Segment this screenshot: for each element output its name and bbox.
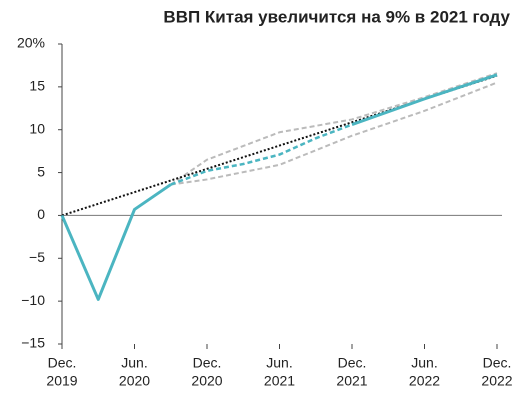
x-tick-label: 2022 bbox=[409, 373, 440, 389]
line bbox=[60, 183, 172, 301]
x-tick-label: 2021 bbox=[336, 373, 367, 389]
x-tick-label: 2022 bbox=[481, 373, 512, 389]
x-tick-label: Dec. bbox=[48, 355, 77, 371]
y-tick-label: −10 bbox=[21, 292, 45, 308]
y-tick-label: 15 bbox=[29, 78, 45, 94]
x-tick-label: Dec. bbox=[338, 355, 367, 371]
x-tick-label: 2020 bbox=[119, 373, 150, 389]
chart-title: ВВП Китая увеличится на 9% в 2021 году bbox=[163, 7, 510, 26]
x-tick-label: Jun. bbox=[121, 355, 147, 371]
y-tick-label: 10 bbox=[29, 120, 45, 136]
x-tick-label: Jun. bbox=[266, 355, 292, 371]
x-tick-label: 2019 bbox=[46, 373, 77, 389]
x-tick-label: 2020 bbox=[191, 373, 222, 389]
x-tick-label: Jun. bbox=[411, 355, 437, 371]
x-tick-label: 2021 bbox=[264, 373, 295, 389]
y-tick-label: 20% bbox=[17, 35, 45, 51]
line bbox=[351, 73, 498, 126]
x-tick-label: Dec. bbox=[193, 355, 222, 371]
y-tick-label: 5 bbox=[37, 163, 45, 179]
x-tick-label: Dec. bbox=[483, 355, 512, 371]
y-tick-label: 0 bbox=[37, 206, 45, 222]
y-tick-label: −15 bbox=[21, 335, 45, 351]
line bbox=[170, 72, 498, 186]
y-tick-label: −5 bbox=[29, 249, 45, 265]
line bbox=[170, 123, 353, 186]
